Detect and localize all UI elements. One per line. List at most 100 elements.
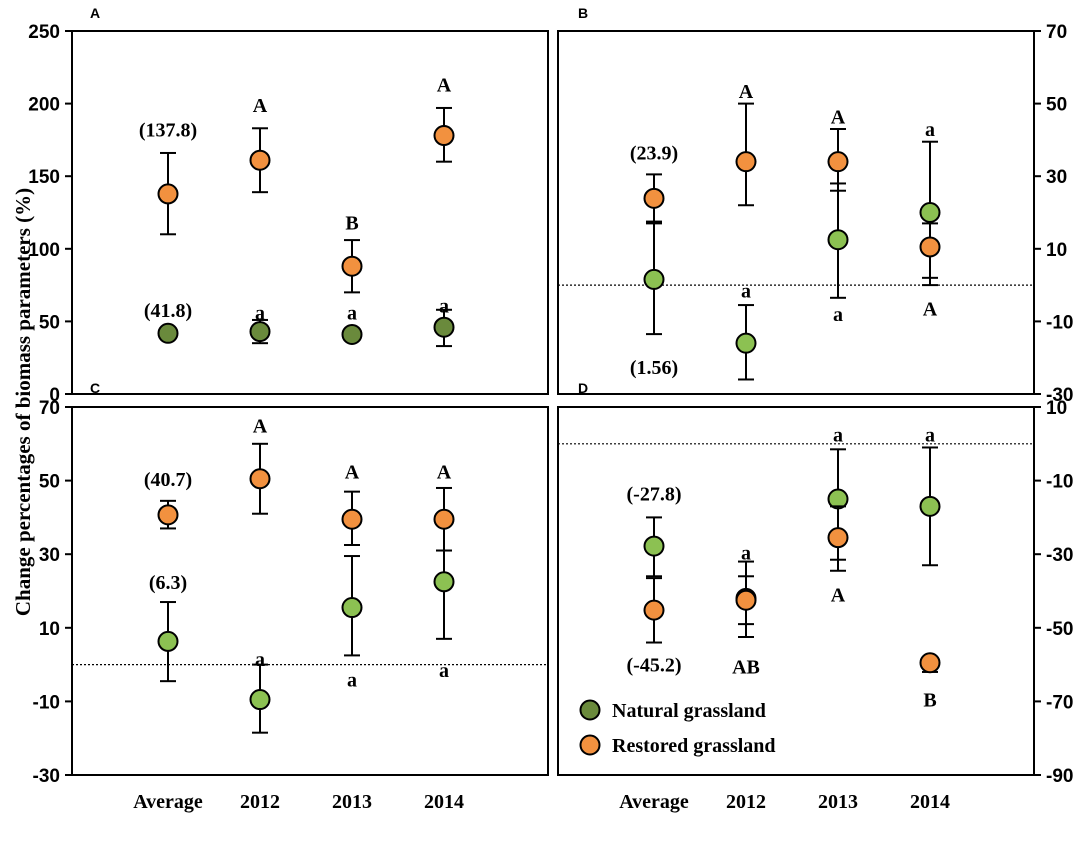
x-tick-label: 2012 [726,791,766,813]
annotation-label: a [439,295,449,317]
legend-label: Natural grassland [612,700,766,722]
y-tick-label: 10 [39,619,60,640]
annotation-label: a [833,425,843,447]
y-tick-label: -30 [1046,385,1073,406]
y-tick-label: -10 [33,692,60,713]
y-tick-label: -30 [1046,545,1073,566]
y-tick-label: 50 [39,472,60,493]
annotation-label: a [347,303,357,325]
annotation-label: B [345,213,358,235]
point-restored-grassland [249,149,271,171]
annotation-label: a [255,303,265,325]
point-natural-grassland [643,268,665,290]
annotation-label: (-27.8) [627,483,682,505]
annotation-label: (41.8) [144,300,192,322]
legend-item-natural-grassland: Natural grassland [579,699,766,722]
y-tick-label: 10 [1046,398,1067,419]
panel-b: B -30 -10 10 30 50 70 (23.9) (1.56) Aa Aa a A [557,5,1073,406]
series-restored-grassland [157,442,455,552]
panel-frame [71,406,549,776]
point-natural-grassland [919,202,941,223]
point-restored-grassland [735,151,757,173]
y-tick-label: -10 [1046,312,1073,333]
panel-d: D -90 -70 -50 -30 -10 10 (-27.8) (-45.2) a AB a Aa B [557,380,1073,787]
legend-marker [579,699,601,721]
panel-letter: A [90,5,100,21]
series-natural-grassland [157,549,455,734]
x-tick-label: 2013 [332,791,372,813]
x-tick-label: 2012 [240,791,280,813]
panel-a: A 0 50 100 150 200 250 (137.8) (41.8) Aa Ba Aa [28,5,549,406]
point-natural-grassland [643,535,665,557]
point-restored-grassland [433,125,455,147]
series-natural-grassland [643,446,941,638]
point-natural-grassland [157,322,179,344]
annotation-label: A [923,299,938,321]
series-natural-grassland [643,140,941,381]
panel-frame [557,30,1035,395]
point-restored-grassland [919,652,941,674]
point-restored-grassland [643,599,665,621]
y-tick-label: 100 [28,240,60,261]
annotation-label: a [741,281,751,303]
x-tick-label: 2013 [818,791,858,813]
x-tick-label: 2014 [424,791,464,813]
y-tick-label: 70 [1046,22,1067,43]
y-tick-label: -10 [1046,472,1073,493]
panel-letter: D [578,380,588,396]
series-restored-grassland [157,106,455,294]
panel-frame [557,406,1035,776]
annotation-label: A [437,75,452,97]
point-restored-grassland [919,236,941,258]
point-natural-grassland [341,323,363,345]
series-natural-grassland [157,308,455,348]
x-tick-label: 2014 [910,791,950,813]
legend-label: Restored grassland [612,735,776,757]
point-restored-grassland [157,504,179,526]
y-tick-label: 50 [39,312,60,333]
annotation-label: (40.7) [144,469,192,491]
y-tick-label: -30 [33,766,60,787]
point-restored-grassland [827,151,849,173]
point-natural-grassland [249,321,271,343]
point-restored-grassland [433,508,455,530]
annotation-label: a [255,649,265,671]
annotation-label: A [345,461,360,483]
annotation-label: (1.56) [630,357,678,379]
panel-c: C -30 -10 10 30 50 70 (40.7) (6.3) Aa Aa Aa [33,380,549,787]
annotation-label: (137.8) [139,120,197,142]
point-restored-grassland [341,255,363,277]
point-natural-grassland [827,229,849,251]
y-tick-label: 0 [49,385,60,406]
annotation-label: A [739,81,754,103]
y-tick-label: -90 [1046,766,1073,787]
point-restored-grassland [735,589,757,611]
legend-item-restored-grassland: Restored grassland [579,734,776,757]
point-natural-grassland [919,495,941,517]
x-tick-label: Average [619,791,689,813]
legend: Natural grassland Restored grassland [579,699,776,757]
point-natural-grassland [735,332,757,354]
panels: A 0 50 100 150 200 250 (137.8) (41.8) Aa Ba Aa B -30 -… [28,5,1073,787]
annotation-label: AB [732,656,760,678]
annotation-label: A [831,106,846,128]
y-tick-label: 250 [28,22,60,43]
point-natural-grassland [433,316,455,338]
annotation-label: a [833,304,843,326]
annotation-label: (-45.2) [627,655,682,677]
annotation-label: A [437,461,452,483]
point-natural-grassland [433,571,455,593]
y-tick-label: 30 [1046,167,1067,188]
panel-letter: B [578,5,588,21]
annotation-label: a [439,660,449,682]
y-tick-label: 150 [28,167,60,188]
annotation-label: A [253,95,268,117]
point-restored-grassland [643,187,665,209]
annotation-label: A [253,415,268,437]
point-restored-grassland [249,468,271,490]
annotation-label: a [347,669,357,691]
annotation-label: (23.9) [630,143,678,165]
y-tick-label: 10 [1046,240,1067,261]
y-tick-label: -50 [1046,619,1073,640]
